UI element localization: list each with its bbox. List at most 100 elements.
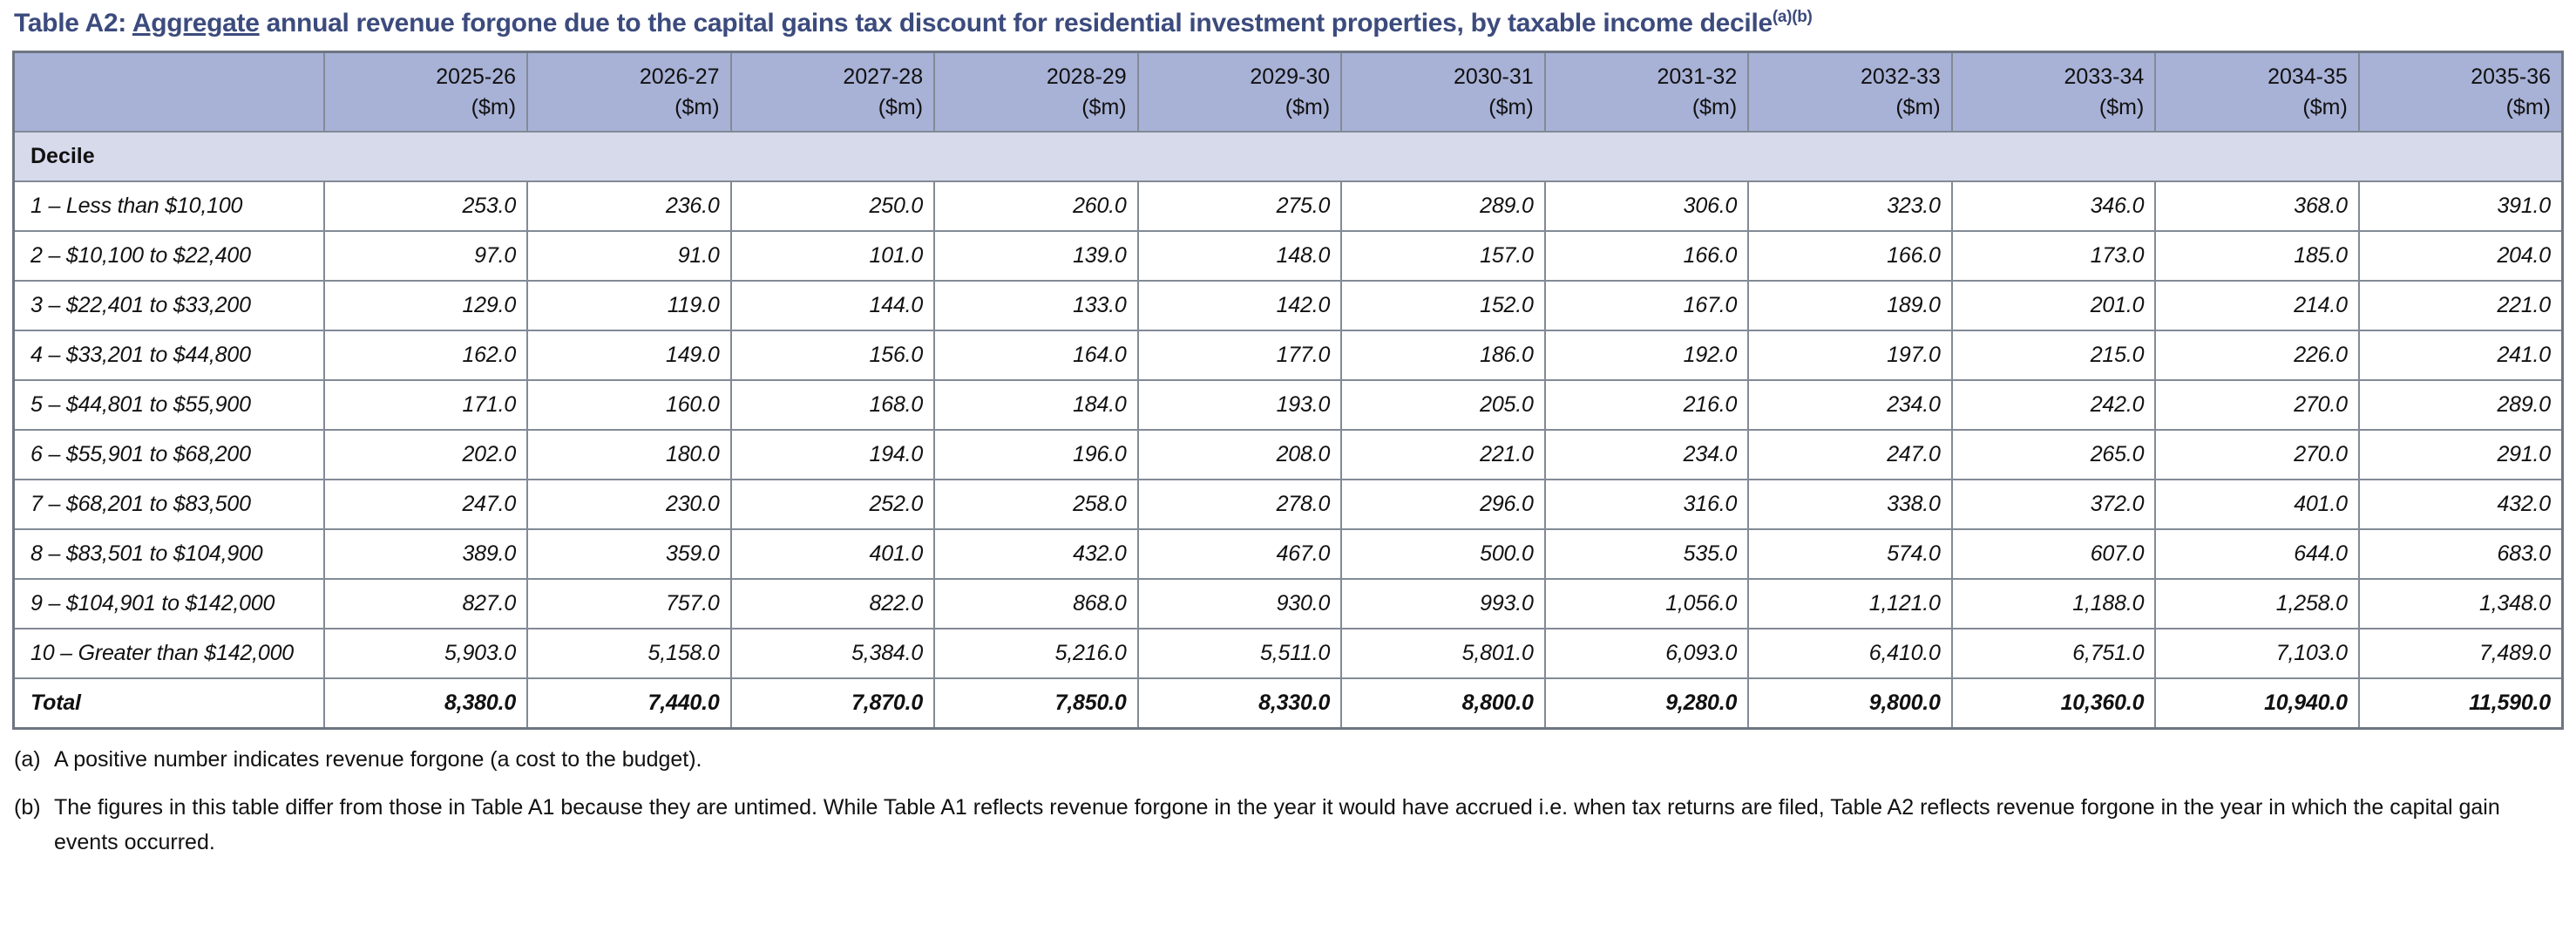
cell-value: 205.0 xyxy=(1340,379,1546,431)
cell-value: 5,384.0 xyxy=(729,628,936,679)
cell-value: 133.0 xyxy=(933,280,1139,331)
cell-value: 215.0 xyxy=(1950,330,2157,381)
table-row: 1 – Less than $10,100 253.0 236.0 250.0 260.… xyxy=(12,180,2564,232)
unit-label: ($m) xyxy=(2302,94,2348,119)
footnote-b-label: (b) xyxy=(14,795,41,820)
cell-value: 10,940.0 xyxy=(2154,677,2360,730)
cell-value: 372.0 xyxy=(1950,479,2157,530)
cell-value: 265.0 xyxy=(1950,429,2157,480)
row-label: 8 – $83,501 to $104,900 xyxy=(12,528,325,580)
cell-value: 1,056.0 xyxy=(1543,578,1750,629)
year-column-header: 2034-35 ($m) xyxy=(2154,51,2360,133)
cell-value: 8,330.0 xyxy=(1136,677,1343,730)
cell-value: 930.0 xyxy=(1136,578,1343,629)
cell-value: 5,158.0 xyxy=(526,628,732,679)
cell-value: 5,903.0 xyxy=(322,628,529,679)
cell-value: 7,489.0 xyxy=(2357,628,2564,679)
cell-value: 184.0 xyxy=(933,379,1139,431)
title-rest: annual revenue forgone due to the capita… xyxy=(259,9,1773,37)
cell-value: 289.0 xyxy=(2357,379,2564,431)
row-label: 3 – $22,401 to $33,200 xyxy=(12,280,325,331)
cell-value: 144.0 xyxy=(729,280,936,331)
cell-value: 167.0 xyxy=(1543,280,1750,331)
cell-value: 9,280.0 xyxy=(1543,677,1750,730)
footnote-a-label: (a) xyxy=(14,747,41,772)
cell-value: 8,380.0 xyxy=(322,677,529,730)
cell-value: 11,590.0 xyxy=(2357,677,2564,730)
cell-value: 214.0 xyxy=(2154,280,2360,331)
cell-value: 185.0 xyxy=(2154,230,2360,282)
cell-value: 91.0 xyxy=(526,230,732,282)
cell-value: 186.0 xyxy=(1340,330,1546,381)
footnote-b-text: The figures in this table differ from th… xyxy=(54,795,2500,854)
cell-value: 289.0 xyxy=(1340,180,1546,232)
year-column-header: 2026-27 ($m) xyxy=(526,51,732,133)
cell-value: 275.0 xyxy=(1136,180,1343,232)
cell-value: 216.0 xyxy=(1543,379,1750,431)
cell-value: 164.0 xyxy=(933,330,1139,381)
cell-value: 247.0 xyxy=(1747,429,1953,480)
year-label: 2032-33 xyxy=(1861,65,1941,89)
cell-value: 368.0 xyxy=(2154,180,2360,232)
cell-value: 270.0 xyxy=(2154,379,2360,431)
cell-value: 1,348.0 xyxy=(2357,578,2564,629)
year-label: 2034-35 xyxy=(2268,65,2348,89)
cell-value: 683.0 xyxy=(2357,528,2564,580)
year-label: 2030-31 xyxy=(1453,65,1534,89)
cell-value: 242.0 xyxy=(1950,379,2157,431)
row-label: 9 – $104,901 to $142,000 xyxy=(12,578,325,629)
cell-value: 173.0 xyxy=(1950,230,2157,282)
cell-value: 157.0 xyxy=(1340,230,1546,282)
year-label: 2035-36 xyxy=(2471,65,2551,89)
cell-value: 432.0 xyxy=(2357,479,2564,530)
cell-value: 192.0 xyxy=(1543,330,1750,381)
cell-value: 7,440.0 xyxy=(526,677,732,730)
unit-label: ($m) xyxy=(1081,94,1127,119)
cell-value: 139.0 xyxy=(933,230,1139,282)
year-header-row: 2025-26 ($m) 2026-27 ($m) 2027-28 ($m) 2028-29… xyxy=(12,51,2564,133)
cell-value: 10,360.0 xyxy=(1950,677,2157,730)
year-label: 2028-29 xyxy=(1046,65,1127,89)
cell-value: 177.0 xyxy=(1136,330,1343,381)
cell-value: 149.0 xyxy=(526,330,732,381)
year-label: 2027-28 xyxy=(843,65,924,89)
year-label: 2031-32 xyxy=(1657,65,1738,89)
section-header-row: Decile xyxy=(12,131,2564,182)
unit-label: ($m) xyxy=(1285,94,1331,119)
year-label: 2026-27 xyxy=(639,65,720,89)
cell-value: 401.0 xyxy=(2154,479,2360,530)
cell-value: 250.0 xyxy=(729,180,936,232)
year-label: 2033-34 xyxy=(2064,65,2145,89)
cell-value: 6,751.0 xyxy=(1950,628,2157,679)
cell-value: 5,801.0 xyxy=(1340,628,1546,679)
cell-value: 323.0 xyxy=(1747,180,1953,232)
cell-value: 316.0 xyxy=(1543,479,1750,530)
cell-value: 993.0 xyxy=(1340,578,1546,629)
cell-value: 162.0 xyxy=(322,330,529,381)
cell-value: 291.0 xyxy=(2357,429,2564,480)
cell-value: 166.0 xyxy=(1543,230,1750,282)
year-column-header: 2031-32 ($m) xyxy=(1543,51,1750,133)
cell-value: 346.0 xyxy=(1950,180,2157,232)
row-label: 5 – $44,801 to $55,900 xyxy=(12,379,325,431)
cell-value: 270.0 xyxy=(2154,429,2360,480)
unit-label: ($m) xyxy=(878,94,924,119)
unit-label: ($m) xyxy=(471,94,517,119)
cell-value: 101.0 xyxy=(729,230,936,282)
cell-value: 236.0 xyxy=(526,180,732,232)
table-row: 10 – Greater than $142,000 5,903.0 5,158.0… xyxy=(12,628,2564,679)
cell-value: 1,121.0 xyxy=(1747,578,1953,629)
row-label: 4 – $33,201 to $44,800 xyxy=(12,330,325,381)
cell-value: 247.0 xyxy=(322,479,529,530)
revenue-forgone-table: 2025-26 ($m) 2026-27 ($m) 2027-28 ($m) 2028-29… xyxy=(12,51,2564,730)
cell-value: 97.0 xyxy=(322,230,529,282)
unit-label: ($m) xyxy=(1691,94,1738,119)
title-prefix: Table A2: xyxy=(14,9,132,37)
table-row: 9 – $104,901 to $142,000 827.0 757.0 822.0 8… xyxy=(12,578,2564,629)
cell-value: 574.0 xyxy=(1747,528,1953,580)
cell-value: 401.0 xyxy=(729,528,936,580)
cell-value: 234.0 xyxy=(1747,379,1953,431)
footnote-a-text: A positive number indicates revenue forg… xyxy=(54,747,702,772)
table-row: 4 – $33,201 to $44,800 162.0 149.0 156.0 164… xyxy=(12,330,2564,381)
